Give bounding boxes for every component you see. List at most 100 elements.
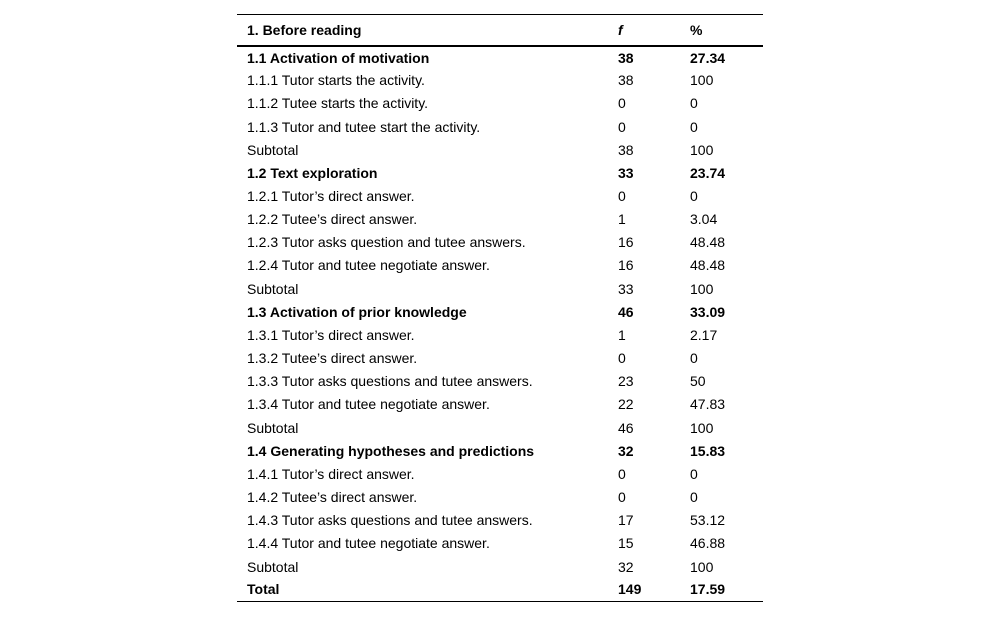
row-percent: 46.88: [690, 535, 726, 552]
row-percent: 48.48: [690, 234, 726, 251]
row-label: Total: [247, 581, 280, 598]
row-label: 1.3.4 Tutor and tutee negotiate answer.: [247, 396, 490, 413]
table-row: 1.4.1 Tutor’s direct answer. 0 0: [237, 462, 763, 485]
row-frequency: 0: [618, 465, 626, 482]
row-frequency: 46: [618, 303, 634, 320]
row-percent: 100: [690, 280, 714, 297]
row-frequency: 38: [618, 141, 634, 158]
row-percent: 0: [690, 118, 698, 135]
table-row: 1.4.2 Tutee’s direct answer. 0 0: [237, 485, 763, 508]
row-frequency: 16: [618, 257, 634, 274]
header-category: 1. Before reading: [247, 21, 362, 38]
row-label: 1.2.1 Tutor’s direct answer.: [247, 188, 415, 205]
row-label: 1.3 Activation of prior knowledge: [247, 303, 467, 320]
row-frequency: 0: [618, 350, 626, 367]
table-row: 1.3.2 Tutee’s direct answer. 0 0: [237, 347, 763, 370]
row-label: Subtotal: [247, 280, 299, 297]
table-row: 1.3.3 Tutor asks questions and tutee ans…: [237, 370, 763, 393]
table-row: 1.4.3 Tutor asks questions and tutee ans…: [237, 509, 763, 532]
row-label: 1.3.1 Tutor’s direct answer.: [247, 326, 415, 343]
row-label: 1.1 Activation of motivation: [247, 49, 430, 66]
row-label: Subtotal: [247, 141, 299, 158]
header-frequency: f: [618, 21, 623, 38]
table-row: Subtotal 33 100: [237, 277, 763, 300]
row-frequency: 38: [618, 72, 634, 89]
row-frequency: 16: [618, 234, 634, 251]
row-label: 1.4.2 Tutee’s direct answer.: [247, 489, 418, 506]
row-percent: 100: [690, 558, 714, 575]
row-frequency: 23: [618, 373, 634, 390]
row-frequency: 32: [618, 558, 634, 575]
row-percent: 23.74: [690, 164, 726, 181]
table-row: 1.1 Activation of motivation 38 27.34: [237, 46, 763, 69]
table-row: 1.3.1 Tutor’s direct answer. 1 2.17: [237, 323, 763, 346]
row-percent: 17.59: [690, 581, 726, 598]
row-percent: 47.83: [690, 396, 726, 413]
header-row: 1. Before reading f %: [237, 14, 763, 46]
before-reading-table: 1. Before reading f % 1.1 Activation of …: [237, 14, 763, 602]
row-frequency: 38: [618, 49, 634, 66]
table-row: 1.2 Text exploration 33 23.74: [237, 161, 763, 184]
row-label: 1.4 Generating hypotheses and prediction…: [247, 442, 535, 459]
row-label: 1.4.1 Tutor’s direct answer.: [247, 465, 415, 482]
row-percent: 0: [690, 188, 698, 205]
row-frequency: 0: [618, 188, 626, 205]
table-row: 1.3 Activation of prior knowledge 46 33.…: [237, 300, 763, 323]
row-label: 1.2.4 Tutor and tutee negotiate answer.: [247, 257, 490, 274]
row-frequency: 1: [618, 326, 626, 343]
table-body: 1.1 Activation of motivation 38 27.34 1.…: [237, 46, 763, 602]
table-row: 1.2.2 Tutee’s direct answer. 1 3.04: [237, 208, 763, 231]
row-percent: 0: [690, 350, 698, 367]
row-label: 1.4.3 Tutor asks questions and tutee ans…: [247, 512, 533, 529]
row-frequency: 15: [618, 535, 634, 552]
table-row: 1.1.1 Tutor starts the activity. 38 100: [237, 69, 763, 92]
table-row: 1.4 Generating hypotheses and prediction…: [237, 439, 763, 462]
row-percent: 0: [690, 489, 698, 506]
row-label: 1.1.1 Tutor starts the activity.: [247, 72, 425, 89]
row-frequency: 0: [618, 118, 626, 135]
table-row: Subtotal 32 100: [237, 555, 763, 578]
row-label: 1.4.4 Tutor and tutee negotiate answer.: [247, 535, 490, 552]
table-row: 1.3.4 Tutor and tutee negotiate answer. …: [237, 393, 763, 416]
row-label: Subtotal: [247, 419, 299, 436]
row-percent: 27.34: [690, 49, 726, 66]
table-row: Subtotal 38 100: [237, 138, 763, 161]
before-reading-table-container: 1. Before reading f % 1.1 Activation of …: [237, 14, 763, 602]
row-frequency: 33: [618, 164, 634, 181]
row-label: 1.2.2 Tutee’s direct answer.: [247, 211, 418, 228]
row-percent: 3.04: [690, 211, 718, 228]
row-frequency: 22: [618, 396, 634, 413]
table-header: 1. Before reading f %: [237, 14, 763, 46]
row-label: 1.2 Text exploration: [247, 164, 378, 181]
table-row: 1.2.1 Tutor’s direct answer. 0 0: [237, 184, 763, 207]
row-percent: 53.12: [690, 512, 726, 529]
row-frequency: 1: [618, 211, 626, 228]
table-row: 1.4.4 Tutor and tutee negotiate answer. …: [237, 532, 763, 555]
table-row: 1.2.3 Tutor asks question and tutee answ…: [237, 231, 763, 254]
row-frequency: 149: [618, 581, 642, 598]
table-row: 1.1.3 Tutor and tutee start the activity…: [237, 115, 763, 138]
row-percent: 48.48: [690, 257, 726, 274]
row-frequency: 17: [618, 512, 634, 529]
row-label: 1.1.3 Tutor and tutee start the activity…: [247, 118, 481, 135]
row-label: Subtotal: [247, 558, 299, 575]
row-label: 1.2.3 Tutor asks question and tutee answ…: [247, 234, 526, 251]
row-percent: 33.09: [690, 303, 726, 320]
row-frequency: 32: [618, 442, 634, 459]
table-row: Subtotal 46 100: [237, 416, 763, 439]
row-percent: 0: [690, 95, 698, 112]
row-percent: 0: [690, 465, 698, 482]
row-label: 1.1.2 Tutee starts the activity.: [247, 95, 429, 112]
row-frequency: 0: [618, 95, 626, 112]
row-percent: 2.17: [690, 326, 718, 343]
row-frequency: 46: [618, 419, 634, 436]
row-percent: 100: [690, 141, 714, 158]
row-percent: 100: [690, 72, 714, 89]
row-percent: 50: [690, 373, 706, 390]
row-percent: 15.83: [690, 442, 726, 459]
table-row: Total 149 17.59: [237, 578, 763, 601]
row-label: 1.3.2 Tutee’s direct answer.: [247, 350, 418, 367]
header-percent: %: [690, 21, 703, 38]
row-frequency: 0: [618, 489, 626, 506]
row-percent: 100: [690, 419, 714, 436]
